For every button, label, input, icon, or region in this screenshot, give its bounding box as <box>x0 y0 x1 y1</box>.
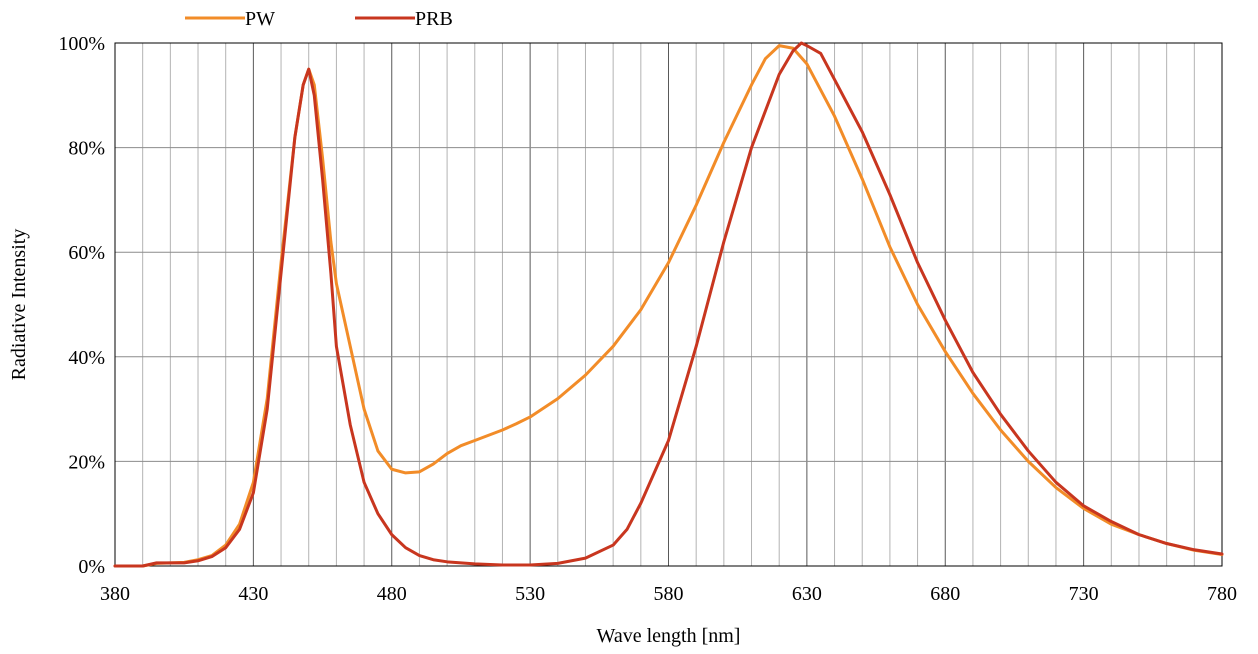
x-tick-label: 630 <box>792 583 822 605</box>
y-tick-label: 60% <box>68 242 105 264</box>
y-tick-label: 80% <box>68 138 105 160</box>
x-axis-tick-labels: 380 430 480 530 580 630 680 730 780 <box>100 583 1237 605</box>
y-axis-title: Radiative Intensity <box>8 229 30 381</box>
x-tick-label: 530 <box>515 583 545 605</box>
x-axis-title: Wave length [nm] <box>597 625 741 647</box>
x-tick-label: 780 <box>1207 583 1237 605</box>
y-axis-tick-labels: 0% 20% 40% 60% 80% 100% <box>58 33 105 578</box>
y-tick-label: 40% <box>68 347 105 369</box>
x-tick-label: 680 <box>930 583 960 605</box>
series-line-prb <box>113 41 1224 568</box>
major-gridlines <box>115 43 1222 566</box>
series-layer <box>113 41 1224 568</box>
x-tick-label: 430 <box>238 583 268 605</box>
y-tick-label: 100% <box>58 33 105 55</box>
plot-area-frame <box>114 42 1223 567</box>
x-tick-label: 380 <box>100 583 130 605</box>
legend-label-prb: PRB <box>415 8 453 30</box>
y-tick-label: 20% <box>68 451 105 473</box>
minor-gridlines <box>142 43 1195 566</box>
y-tick-label: 0% <box>78 556 105 578</box>
series-line-pw <box>113 44 1224 568</box>
legend: PW PRB <box>185 8 453 30</box>
legend-label-pw: PW <box>245 8 275 30</box>
x-tick-label: 580 <box>654 583 684 605</box>
x-tick-label: 480 <box>377 583 407 605</box>
x-tick-label: 730 <box>1069 583 1099 605</box>
